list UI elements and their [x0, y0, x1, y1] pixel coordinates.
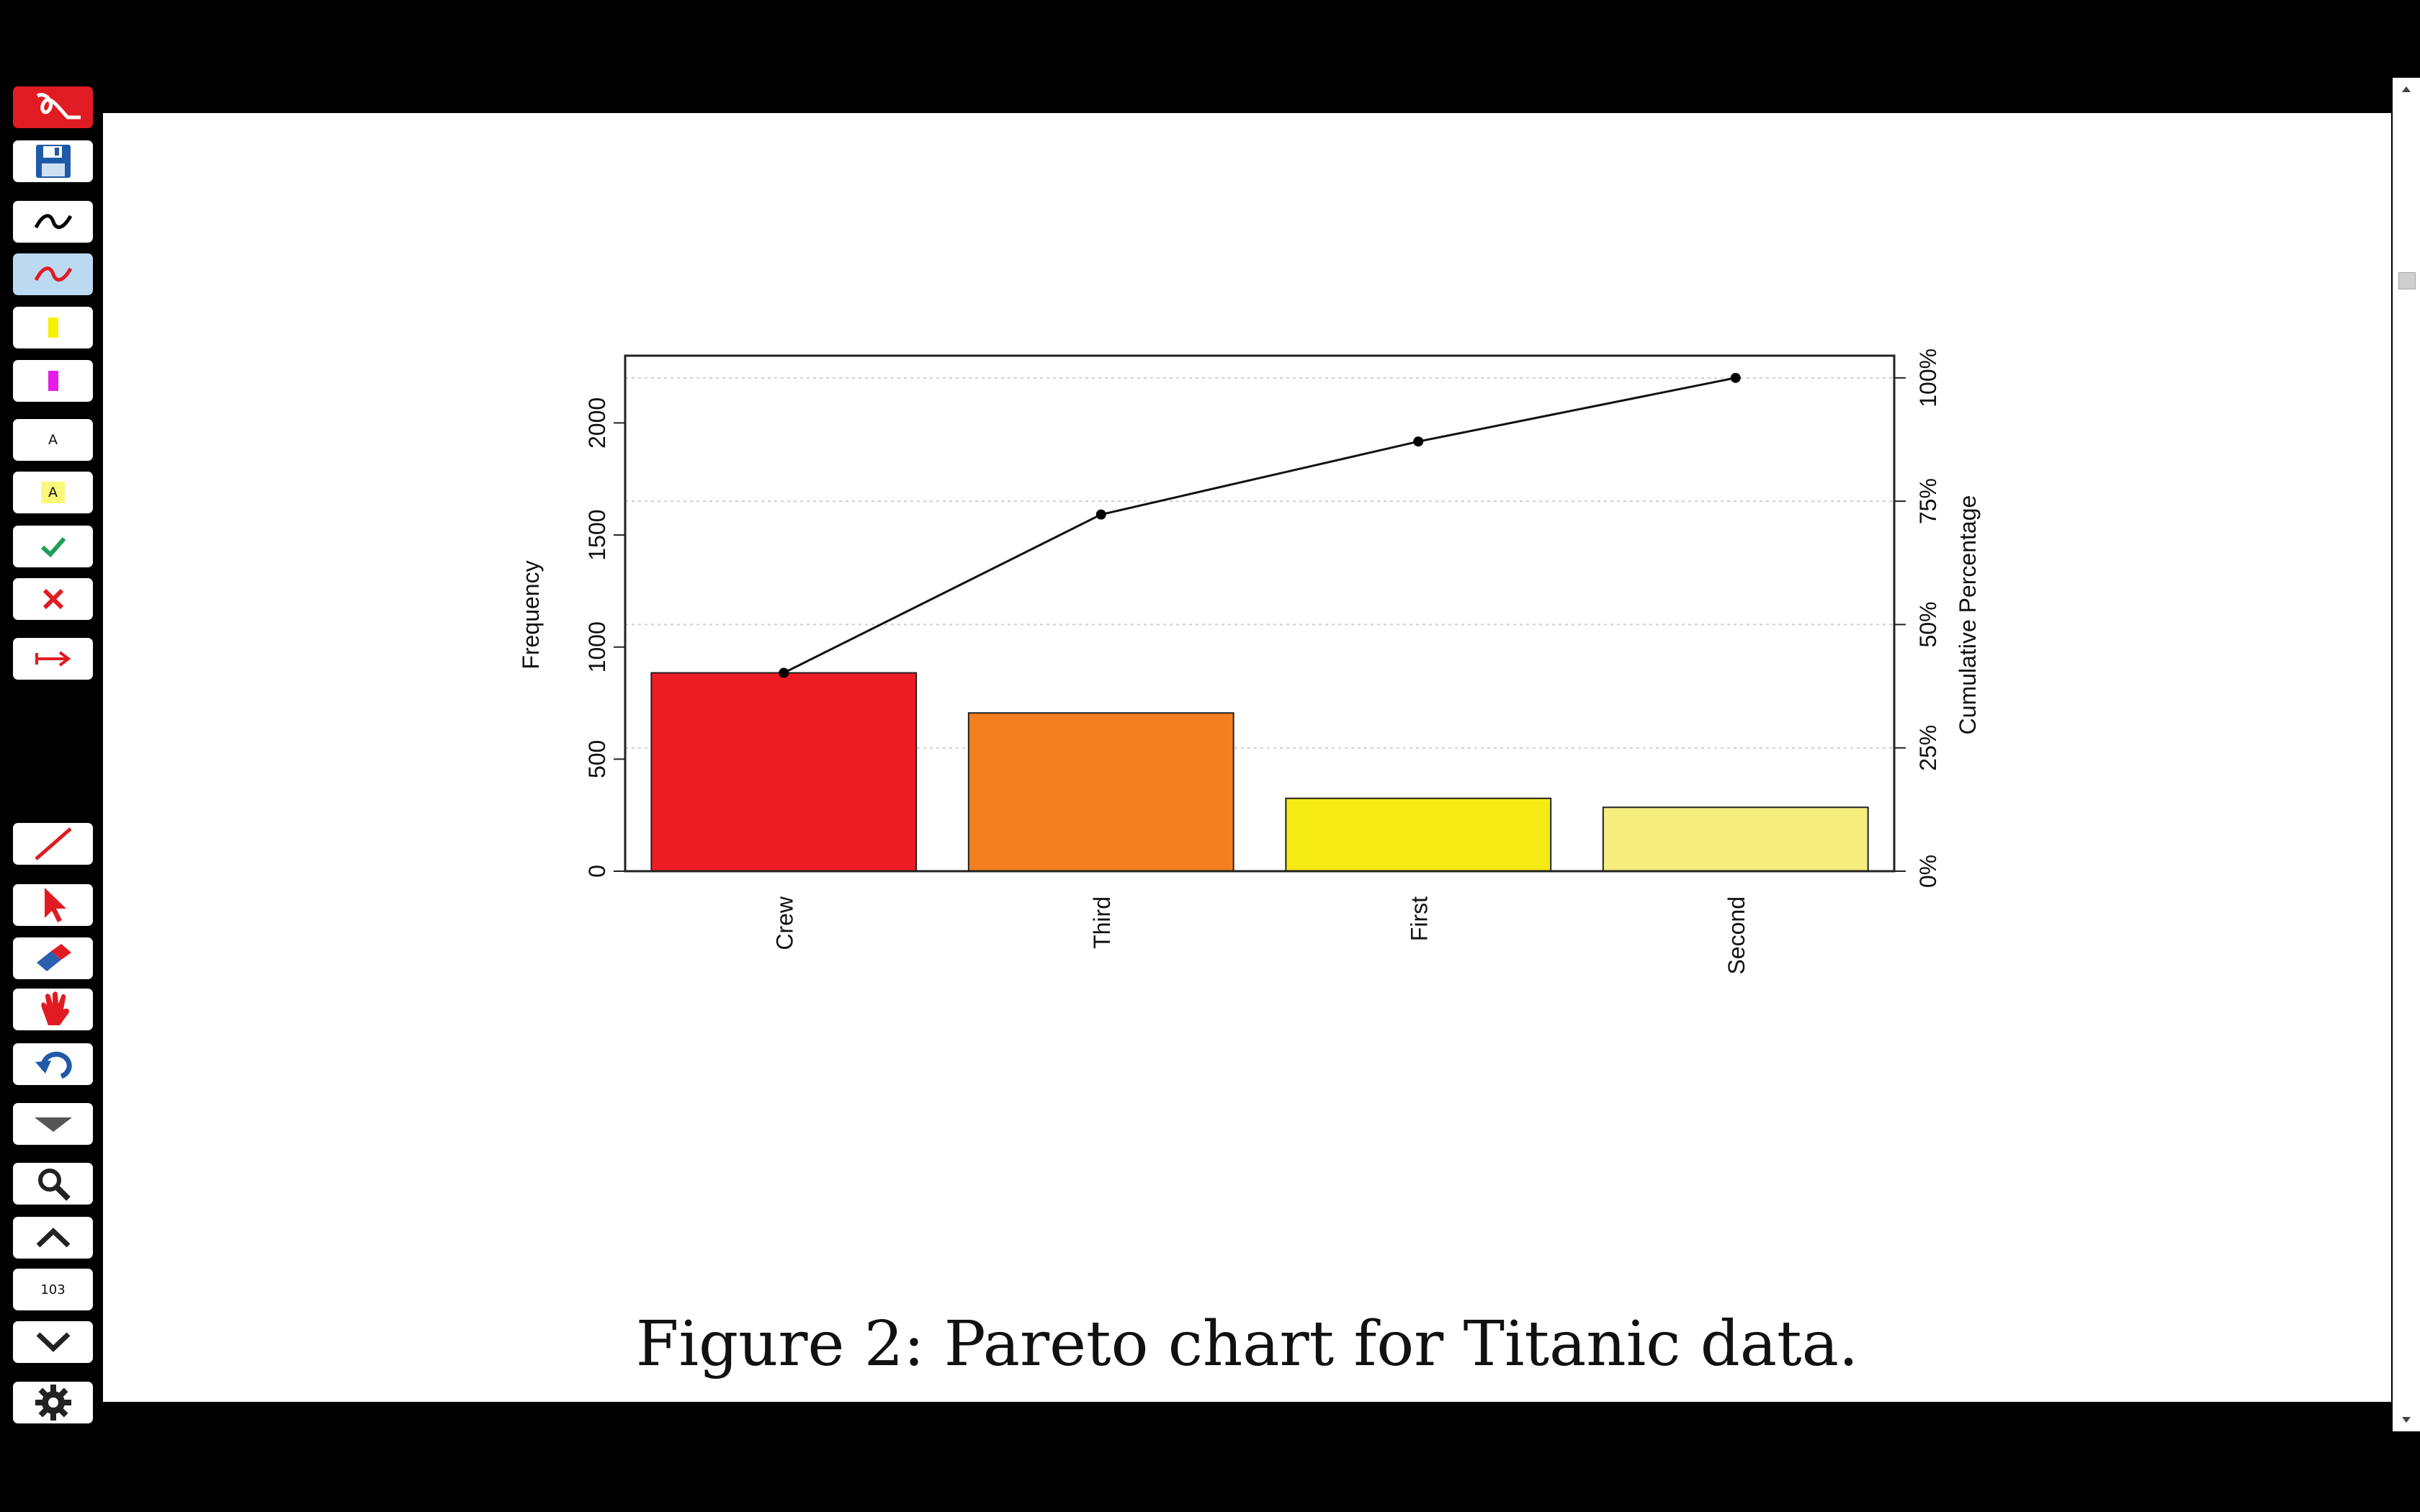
eraser-icon [36, 944, 71, 971]
scroll-up-arrow[interactable] [2393, 78, 2420, 101]
pen-red-icon [34, 266, 72, 282]
undo-button[interactable] [13, 1043, 93, 1085]
search-button[interactable] [13, 1163, 93, 1205]
cumulative-point [1413, 436, 1424, 447]
eraser-button[interactable] [13, 937, 93, 979]
text-highlight-button[interactable]: A [13, 472, 93, 513]
save-button[interactable] [13, 140, 93, 182]
cross-mark-button[interactable] [13, 578, 93, 620]
page-down-button[interactable] [13, 1321, 93, 1363]
y-tick-label: 500 [584, 740, 610, 778]
arrow-stamp-button[interactable] [13, 638, 93, 680]
select-tool-button[interactable] [13, 884, 93, 926]
figure-caption: Figure 2: Pareto chart for Titanic data. [635, 1308, 1859, 1380]
pen-black-icon [34, 214, 72, 229]
x-tick-label: First [1406, 896, 1432, 941]
gear-icon [35, 1385, 71, 1421]
page-number: 103 [40, 1282, 66, 1297]
hand-icon [40, 991, 69, 1025]
chevron-up-icon [36, 1228, 70, 1248]
bar-second [1602, 806, 1869, 872]
bar-first [1285, 797, 1552, 873]
line-icon [34, 827, 72, 860]
cumulative-line [783, 377, 1736, 674]
y2-axis-label: Cumulative Percentage [1955, 495, 1981, 735]
line-tool-button[interactable] [13, 823, 93, 865]
pointer-icon [44, 888, 66, 922]
pareto-chart: Crew Third First Second 0 500 1000 1500 2000 0% 25… [518, 348, 1981, 975]
scroll-thumb[interactable] [2398, 272, 2416, 289]
y-tick-label: 2000 [584, 397, 610, 449]
cumulative-point [1730, 372, 1741, 383]
settings-button[interactable] [13, 1382, 93, 1423]
bar-third [967, 712, 1234, 872]
floppy-disk-icon [35, 145, 71, 178]
y-tick-label: 1000 [584, 621, 610, 672]
chevron-down-icon [34, 1117, 72, 1132]
y2-tick-label: 50% [1915, 601, 1941, 647]
chevron-down-icon [36, 1332, 70, 1352]
text-box-button[interactable]: A [13, 419, 93, 461]
y2-tick-label: 75% [1915, 478, 1941, 524]
cumulative-point [779, 667, 789, 678]
text-highlight-icon: A [41, 482, 65, 503]
y2-tick-label: 100% [1915, 348, 1941, 408]
pan-hand-button[interactable] [13, 989, 93, 1030]
x-tick-label: Crew [771, 896, 797, 950]
highlighter-magenta-icon [48, 371, 58, 391]
cumulative-point [1095, 509, 1106, 520]
y-tick-label: 0 [584, 865, 610, 878]
app-logo-icon[interactable] [13, 86, 93, 128]
x-tick-label: Third [1089, 896, 1115, 949]
dropdown-button[interactable] [13, 1103, 93, 1145]
vertical-scrollbar[interactable] [2393, 78, 2420, 1431]
y-axis-label: Frequency [518, 560, 544, 669]
scroll-down-arrow[interactable] [2393, 1408, 2420, 1431]
y-tick-label: 1500 [584, 509, 610, 560]
highlighter-yellow-icon [48, 318, 58, 338]
y2-tick-label: 25% [1915, 725, 1941, 771]
text-box-icon: A [48, 432, 58, 448]
magnifier-icon [37, 1169, 71, 1201]
page-up-button[interactable] [13, 1217, 93, 1259]
undo-icon [35, 1051, 72, 1079]
annotation-toolbar: A A 103 [0, 0, 103, 1512]
pen-red-button[interactable] [13, 253, 93, 295]
document-page: Crew Third First Second 0 500 1000 1500 2000 0% 25… [103, 113, 2391, 1402]
check-mark-button[interactable] [13, 526, 93, 567]
cross-icon [42, 588, 63, 610]
highlighter-magenta-button[interactable] [13, 360, 93, 402]
highlighter-yellow-button[interactable] [13, 307, 93, 348]
page-number-field[interactable]: 103 [13, 1269, 93, 1310]
x-tick-label: Second [1724, 896, 1749, 975]
plot-frame [624, 354, 1896, 873]
bar-crew [650, 672, 918, 872]
check-icon [40, 537, 66, 558]
arrow-right-icon [35, 651, 71, 667]
y2-tick-label: 0% [1915, 855, 1941, 888]
pen-black-button[interactable] [13, 201, 93, 243]
